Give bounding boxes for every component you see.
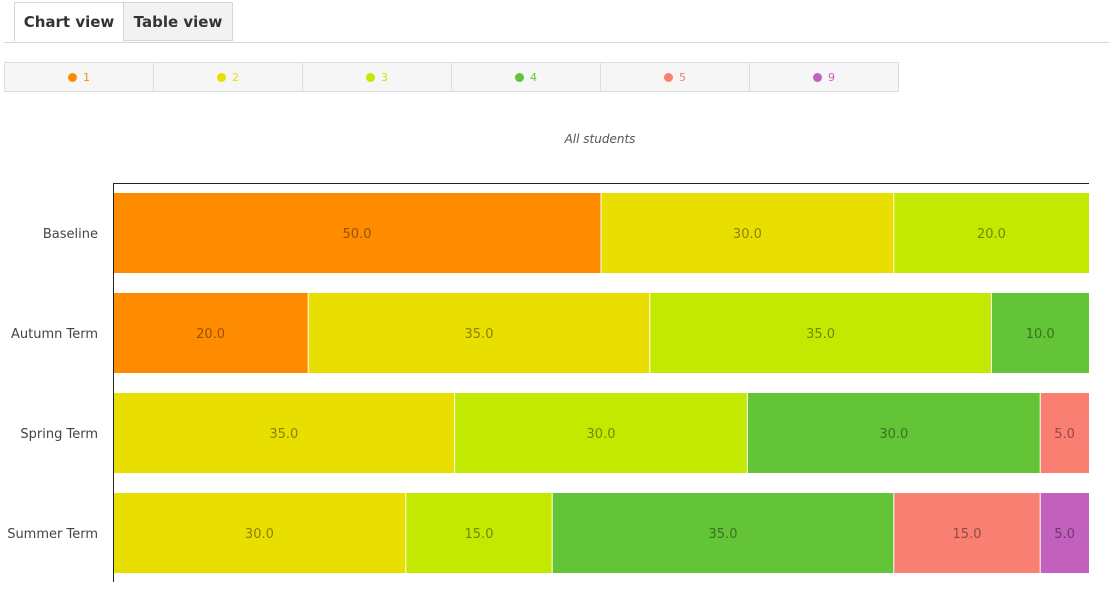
legend-item-1[interactable]: 1 (4, 62, 154, 92)
data-label: 50.0 (343, 227, 372, 242)
bar-segment-2[interactable] (113, 393, 455, 473)
data-label: 20.0 (977, 227, 1006, 242)
bar-segment-4[interactable] (552, 493, 894, 573)
legend-label: 4 (530, 70, 537, 84)
bar-segment-2[interactable] (308, 293, 650, 373)
category-label: Baseline (43, 227, 98, 242)
bar-segment-2[interactable] (113, 493, 406, 573)
bar-segment-1[interactable] (113, 193, 601, 273)
legend-dot-icon (68, 72, 77, 82)
data-label: 35.0 (709, 527, 738, 542)
legend-dot-icon (664, 72, 673, 82)
bar-segment-1[interactable] (113, 293, 309, 373)
tab-table-view[interactable]: Table view (124, 2, 233, 41)
bar-segment-3[interactable] (454, 393, 748, 473)
legend-label: 3 (381, 70, 388, 84)
legend-label: 5 (679, 70, 686, 84)
data-label: 15.0 (465, 527, 494, 542)
bar-segment-2[interactable] (601, 193, 894, 273)
data-label: 30.0 (587, 427, 616, 442)
legend-item-5[interactable]: 5 (600, 62, 750, 92)
legend-dot-icon (813, 72, 822, 82)
data-label: 35.0 (465, 327, 494, 342)
data-label: 30.0 (733, 227, 762, 242)
bar-segment-4[interactable] (991, 293, 1089, 373)
legend-label: 1 (83, 70, 90, 84)
data-label: 5.0 (1054, 527, 1075, 542)
data-label: 5.0 (1054, 427, 1075, 442)
bar-segment-3[interactable] (405, 493, 553, 573)
bar-segment-5[interactable] (893, 493, 1041, 573)
data-label: 10.0 (1026, 327, 1055, 342)
legend-dot-icon (366, 72, 375, 82)
data-label: 30.0 (245, 527, 274, 542)
legend-item-3[interactable]: 3 (302, 62, 452, 92)
legend-label: 2 (232, 70, 239, 84)
data-label: 35.0 (806, 327, 835, 342)
legend-label: 9 (828, 70, 835, 84)
view-tabs: Chart view Table view (4, 2, 1109, 43)
legend-item-9[interactable]: 9 (749, 62, 899, 92)
data-label: 30.0 (879, 427, 908, 442)
data-label: 15.0 (953, 527, 982, 542)
category-label: Autumn Term (11, 327, 98, 342)
legend-item-2[interactable]: 2 (153, 62, 303, 92)
bar-segment-5[interactable] (1040, 393, 1089, 473)
bar-segment-4[interactable] (747, 393, 1041, 473)
legend-dot-icon (217, 72, 226, 82)
data-label: 20.0 (196, 327, 225, 342)
category-label: Summer Term (7, 527, 98, 542)
bar-segment-9[interactable] (1040, 493, 1089, 573)
category-label: Spring Term (20, 427, 98, 442)
chart-legend: 1 2 3 4 5 9 (4, 62, 904, 92)
bar-segment-3[interactable] (649, 293, 992, 373)
tab-chart-view[interactable]: Chart view (14, 2, 124, 42)
legend-dot-icon (515, 72, 524, 82)
bar-segment-3[interactable] (893, 193, 1089, 273)
data-label: 35.0 (269, 427, 298, 442)
chart-subtitle: All students (564, 132, 636, 146)
